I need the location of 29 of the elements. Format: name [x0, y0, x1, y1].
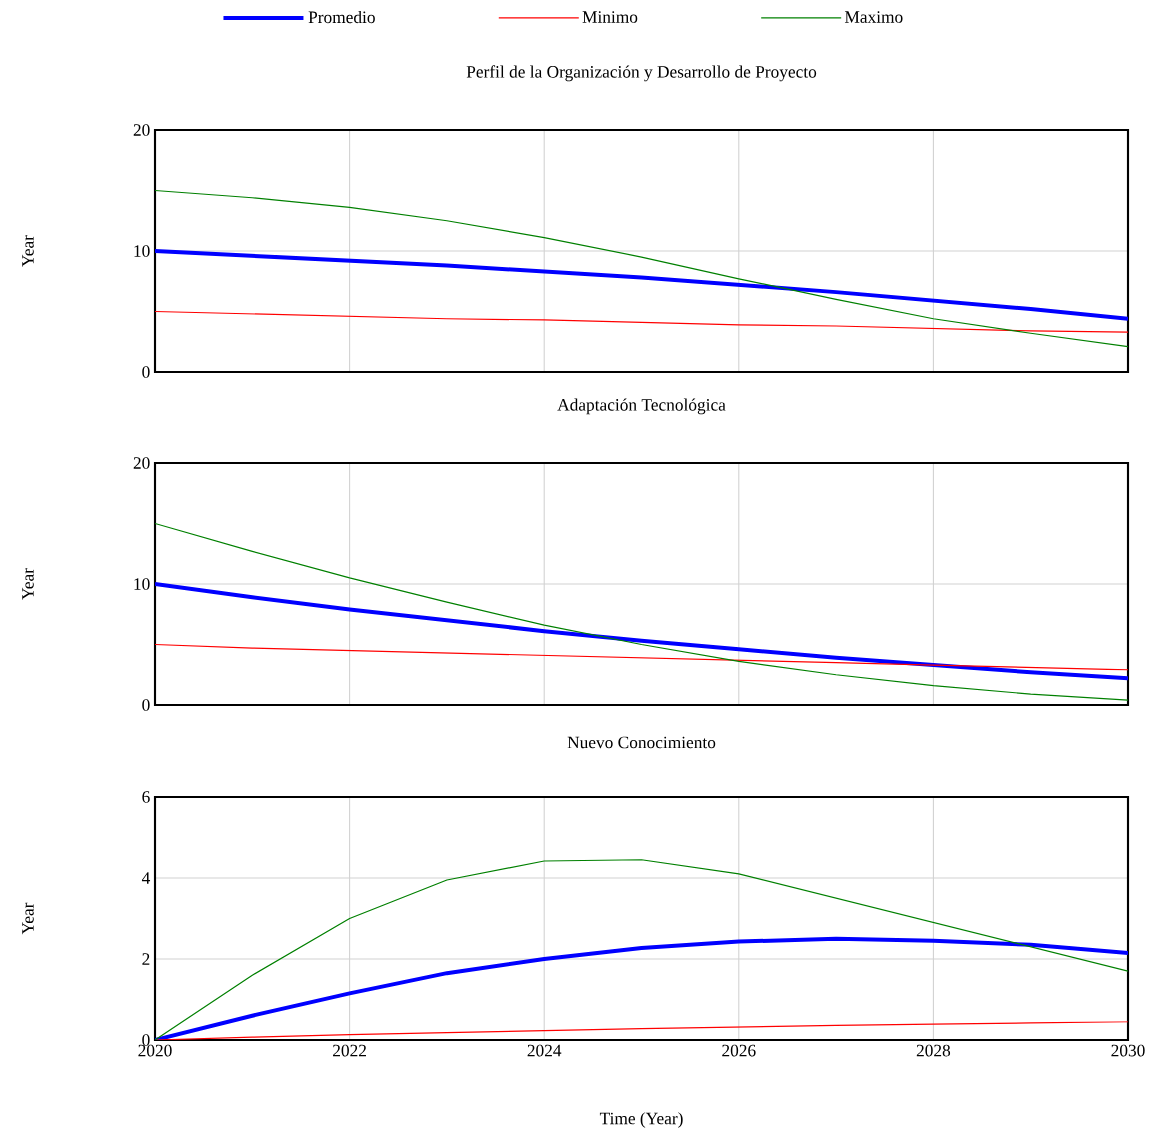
x-tick-label: 2022 — [333, 1044, 366, 1057]
line-series — [155, 936, 1128, 1040]
y-tick-label: 4 — [141, 872, 151, 884]
x-tick-label: 2030 — [1111, 1044, 1145, 1057]
x-axis-title: Time (Year) — [599, 1112, 683, 1128]
y-tick-label: 10 — [134, 578, 150, 590]
y-tick-label: 20 — [133, 124, 150, 136]
y-axis-title: Year — [22, 568, 34, 600]
line-series — [155, 189, 1128, 348]
y-axis-title: Year — [22, 235, 34, 267]
y-tick-label: 0 — [142, 366, 150, 378]
y-tick-label: 2 — [142, 953, 150, 965]
x-tick-label: 2026 — [722, 1044, 756, 1057]
y-tick-label: 0 — [142, 1034, 150, 1046]
x-tick-label: 2028 — [916, 1044, 951, 1057]
legend-label: Promedio — [308, 10, 375, 24]
legend-label: Maximo — [844, 11, 903, 23]
y-tick-label: 6 — [142, 791, 150, 803]
x-tick-label: 2024 — [527, 1044, 562, 1057]
line-series — [155, 522, 1128, 701]
y-tick-label: 20 — [133, 457, 150, 469]
chart-title: Perfil de la Organización y Desarrollo de Proyecto — [466, 65, 817, 82]
y-tick-label: 0 — [142, 699, 150, 711]
legend-label: Minimo — [582, 11, 638, 23]
chart-title: Nuevo Conocimiento — [567, 736, 716, 749]
y-tick-label: 10 — [134, 245, 150, 257]
y-axis-title: Year — [22, 902, 34, 935]
x-tick-label: 2020 — [138, 1044, 172, 1057]
chart-title: Adaptación Tecnológica — [557, 398, 726, 415]
